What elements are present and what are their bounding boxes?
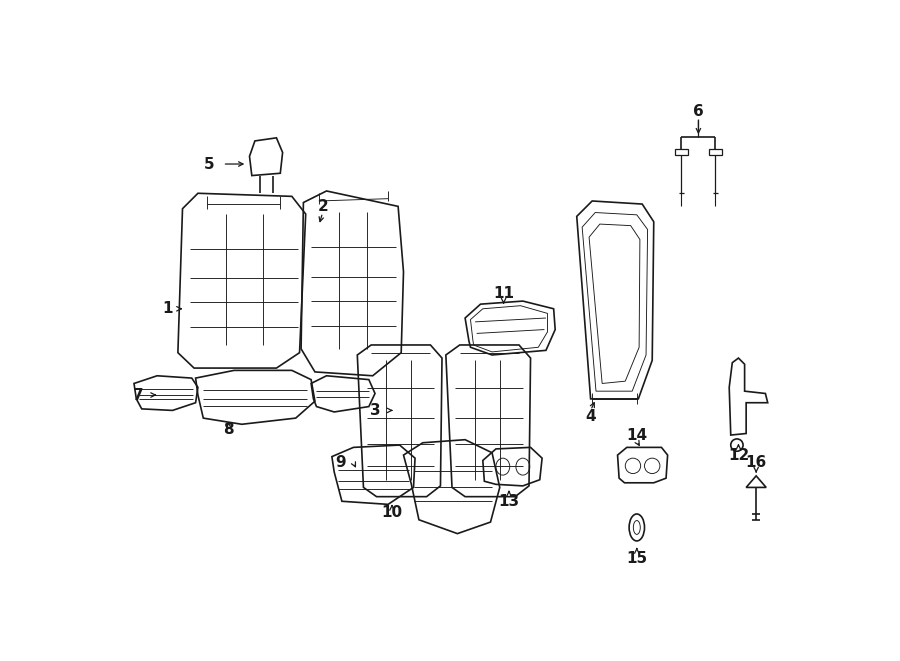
Text: 4: 4	[585, 409, 596, 424]
Text: 13: 13	[499, 494, 519, 509]
Text: 16: 16	[745, 455, 767, 470]
Text: 14: 14	[626, 428, 647, 443]
Text: 8: 8	[223, 422, 234, 437]
Text: 7: 7	[133, 387, 144, 403]
Text: 1: 1	[162, 301, 173, 316]
Text: 10: 10	[382, 504, 402, 520]
Text: 12: 12	[728, 447, 749, 463]
Text: 5: 5	[204, 157, 215, 171]
Text: 11: 11	[493, 286, 514, 301]
Text: 15: 15	[626, 551, 647, 566]
Text: 9: 9	[335, 455, 346, 470]
Text: 2: 2	[318, 199, 328, 214]
Text: 3: 3	[370, 403, 381, 418]
Text: 6: 6	[693, 104, 704, 119]
